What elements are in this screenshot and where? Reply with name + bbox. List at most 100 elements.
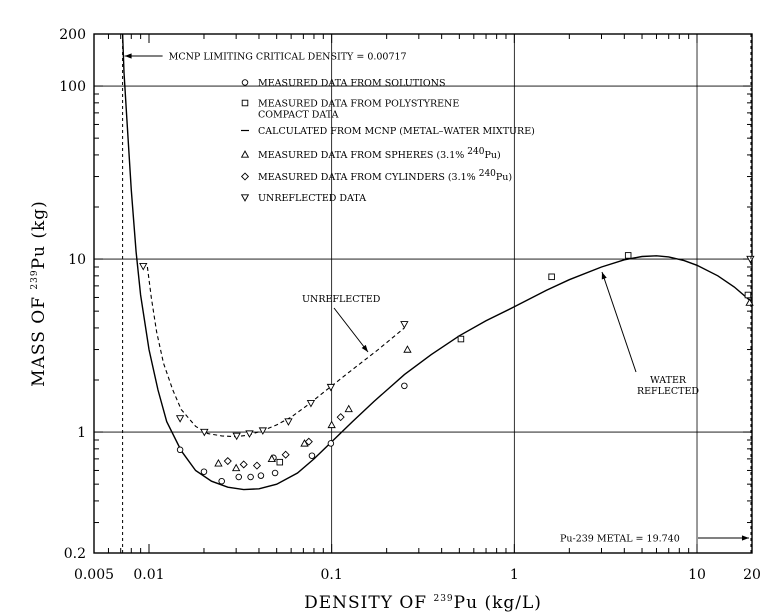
data-points [139, 252, 755, 485]
x-axis-title-part: DENSITY OF [304, 593, 433, 613]
circle-marker [176, 446, 184, 454]
chart-grid [94, 34, 752, 553]
square-marker [276, 458, 284, 466]
legend-square-swatch [241, 99, 249, 107]
water-arrow [601, 271, 637, 373]
unreflected-label: UNREFLECTED [302, 294, 381, 305]
triangle-down-marker [258, 427, 268, 435]
y-tick-label: 1 [77, 425, 86, 441]
legend-label: UNREFLECTED DATA [258, 193, 366, 204]
y-axis-title-part: MASS OF [29, 290, 49, 387]
legend-circle-swatch [241, 79, 249, 86]
circle-marker [327, 440, 335, 447]
y-axis-title-sup: 239 [30, 269, 40, 289]
square-marker [744, 291, 752, 299]
legend-label: MEASURED DATA FROM POLYSTYRENE [258, 99, 459, 110]
triangle-marker [231, 463, 241, 472]
y-tick-label: 100 [59, 79, 86, 95]
legend-label-text: CALCULATED FROM MCNP (METAL–WATER MIXTUR… [258, 126, 535, 137]
legend: MEASURED DATA FROM SOLUTIONS MEASURED DAT… [240, 78, 535, 204]
circle-marker [308, 452, 316, 459]
x-tick-label: 0.01 [133, 567, 164, 583]
triangle-down-marker [746, 255, 755, 264]
x-tick-label: 20 [743, 567, 761, 583]
legend-label: MEASURED DATA FROM SOLUTIONS [258, 78, 446, 89]
mcnp-curve [121, 33, 752, 491]
legend-diamond-swatch [240, 172, 250, 181]
triangle-down-marker [400, 321, 409, 329]
legend-label-text: MEASURED DATA FROM SPHERES (3.1% [258, 150, 467, 161]
triangle-marker [327, 420, 336, 429]
triangle-down-marker [175, 415, 185, 423]
y-tick-label: 10 [68, 252, 86, 268]
diamond-marker [252, 461, 261, 470]
circle-marker [235, 473, 242, 481]
x-tick-label: 10 [688, 567, 706, 583]
legend-label: CALCULATED FROM MCNP (METAL–WATER MIXTUR… [258, 126, 535, 137]
annotations: MCNP LIMITING CRITICAL DENSITY = 0.00717… [122, 34, 752, 553]
x-axis-title-sup: 239 [433, 594, 453, 604]
axis-labels: 0.005 0.01 0.1 1 10 20 0.2 1 10 100 200 DENSITY OF … [29, 27, 761, 613]
circle-marker [271, 469, 279, 477]
x-axis-title-part: Pu (kg/L) [454, 593, 542, 613]
axis-ticks [93, 33, 753, 554]
unreflected-curve [146, 266, 405, 438]
square-marker [624, 252, 632, 259]
legend-label: MEASURED DATA FROM CYLINDERS (3.1% 240Pu… [258, 169, 512, 183]
unreflected-arrow-head [361, 344, 368, 352]
legend-label-text: MEASURED DATA FROM SOLUTIONS [258, 78, 446, 89]
y-tick-label: 0.2 [64, 546, 86, 562]
plot-frame [93, 33, 753, 554]
legend-triangle-down-swatch [240, 194, 250, 202]
limiting-arrow-head [124, 53, 132, 59]
triangle-marker [745, 298, 754, 306]
square-marker [548, 273, 555, 281]
metal-arrow-head [741, 535, 749, 541]
y-axis-title: MASS OF 239Pu (kg) [29, 200, 49, 387]
diamond-marker [239, 460, 248, 469]
triangle-down-marker [284, 418, 293, 426]
metal-density-label: Pu-239 METAL = 19.740 [560, 534, 680, 545]
triangle-down-marker [200, 428, 209, 437]
triangle-marker [344, 404, 353, 413]
circle-marker [257, 472, 265, 479]
triangle-marker [403, 345, 412, 353]
legend-label-sup: 240 [467, 147, 484, 157]
legend-label-text: Pu) [484, 150, 500, 161]
diamond-marker [281, 450, 290, 459]
circle-marker [200, 468, 208, 475]
water-label: WATER [650, 375, 687, 386]
triangle-down-marker [245, 430, 254, 438]
triangle-down-marker [326, 383, 336, 392]
legend-label-line2: COMPACT DATA [258, 110, 339, 121]
diamond-marker [304, 437, 313, 446]
square-marker [457, 335, 465, 343]
legend-label-sup: 240 [479, 169, 496, 179]
diamond-marker [336, 413, 345, 422]
diamond-marker [223, 457, 232, 466]
legend-label-text: UNREFLECTED DATA [258, 193, 366, 204]
y-axis-title-part: Pu (kg) [29, 200, 49, 269]
triangle-down-marker [232, 432, 241, 441]
circle-marker [401, 382, 408, 390]
circle-marker [247, 473, 254, 481]
legend-label: MEASURED DATA FROM SPHERES (3.1% 240Pu) [258, 147, 501, 161]
legend-triangle-swatch [240, 150, 250, 158]
y-tick-label: 200 [59, 27, 86, 43]
legend-label-text: MEASURED DATA FROM POLYSTYRENE [258, 99, 459, 110]
x-tick-label: 0.005 [74, 567, 114, 583]
legend-label-text: MEASURED DATA FROM CYLINDERS (3.1% [258, 172, 479, 183]
circle-marker [218, 477, 225, 485]
triangle-down-marker [306, 399, 316, 408]
x-tick-label: 0.1 [321, 567, 343, 583]
reflected-label: REFLECTED [637, 386, 699, 397]
x-tick-label: 1 [510, 567, 519, 583]
water-arrow-head [601, 272, 607, 280]
plot-border [93, 33, 753, 554]
triangle-down-marker [139, 262, 148, 271]
triangle-marker [267, 454, 276, 463]
x-axis-title: DENSITY OF 239Pu (kg/L) [304, 593, 542, 613]
triangle-marker [214, 458, 223, 467]
unreflected-arrow [333, 307, 369, 353]
